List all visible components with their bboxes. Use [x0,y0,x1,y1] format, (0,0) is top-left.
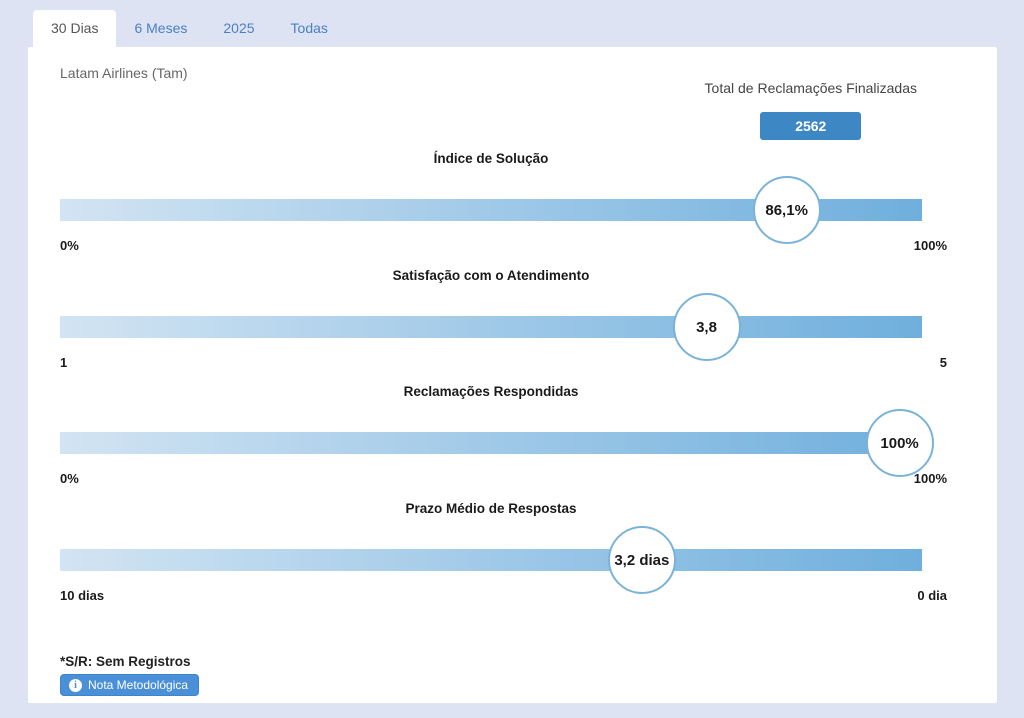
gauge-min-label: 10 dias [60,588,105,603]
gauge-prazo-medio: Prazo Médio de Respostas 3,2 dias 10 dia… [60,501,947,603]
gauge-reclamacoes-respondidas: Reclamações Respondidas 100% 0% 100% [60,384,947,486]
tab-30-dias[interactable]: 30 Dias [33,10,117,47]
company-name: Latam Airlines (Tam) [60,65,188,81]
info-icon: i [69,678,82,692]
gauge-value-bubble: 3,8 [672,293,741,361]
gauge-bar [60,432,922,454]
methodological-note-label: Nota Metodológica [88,678,189,692]
gauge-max-label: 0 dia [917,588,947,603]
methodological-note-button[interactable]: i Nota Metodológica [60,674,200,696]
total-complaints-block: Total de Reclamações Finalizadas 2562 [705,80,917,140]
gauge-max-label: 100% [913,471,947,486]
gauge-max-label: 100% [913,238,947,253]
gauge-title: Índice de Solução [433,151,549,166]
tab-6-meses[interactable]: 6 Meses [134,20,188,36]
gauge-min-label: 0% [60,238,79,253]
gauge-bar [60,316,922,338]
gauge-title: Satisfação com o Atendimento [392,268,590,283]
gauge-satisfacao: Satisfação com o Atendimento 3,8 1 5 [60,268,947,370]
total-complaints-badge: 2562 [760,112,862,140]
gauge-title: Prazo Médio de Respostas [405,501,577,516]
period-tabbar: 30 Dias 6 Meses 2025 Todas [33,9,346,47]
tab-todas[interactable]: Todas [290,20,328,36]
total-complaints-label: Total de Reclamações Finalizadas [704,80,917,96]
metrics-card: Latam Airlines (Tam) Total de Reclamaçõe… [28,47,997,703]
gauge-indice-de-solucao: Índice de Solução 86,1% 0% 100% [60,151,947,253]
tab-2025[interactable]: 2025 [223,20,255,36]
gauge-value-bubble: 3,2 dias [607,526,676,594]
gauge-value-bubble: 86,1% [752,176,821,244]
gauge-title: Reclamações Respondidas [403,384,579,399]
gauge-bar [60,549,922,571]
gauge-bar [60,199,922,221]
sr-footnote: *S/R: Sem Registros [60,654,191,669]
gauge-value-bubble: 100% [865,409,934,477]
gauge-min-label: 0% [60,471,79,486]
gauge-min-label: 1 [60,355,68,370]
gauge-max-label: 5 [939,355,947,370]
